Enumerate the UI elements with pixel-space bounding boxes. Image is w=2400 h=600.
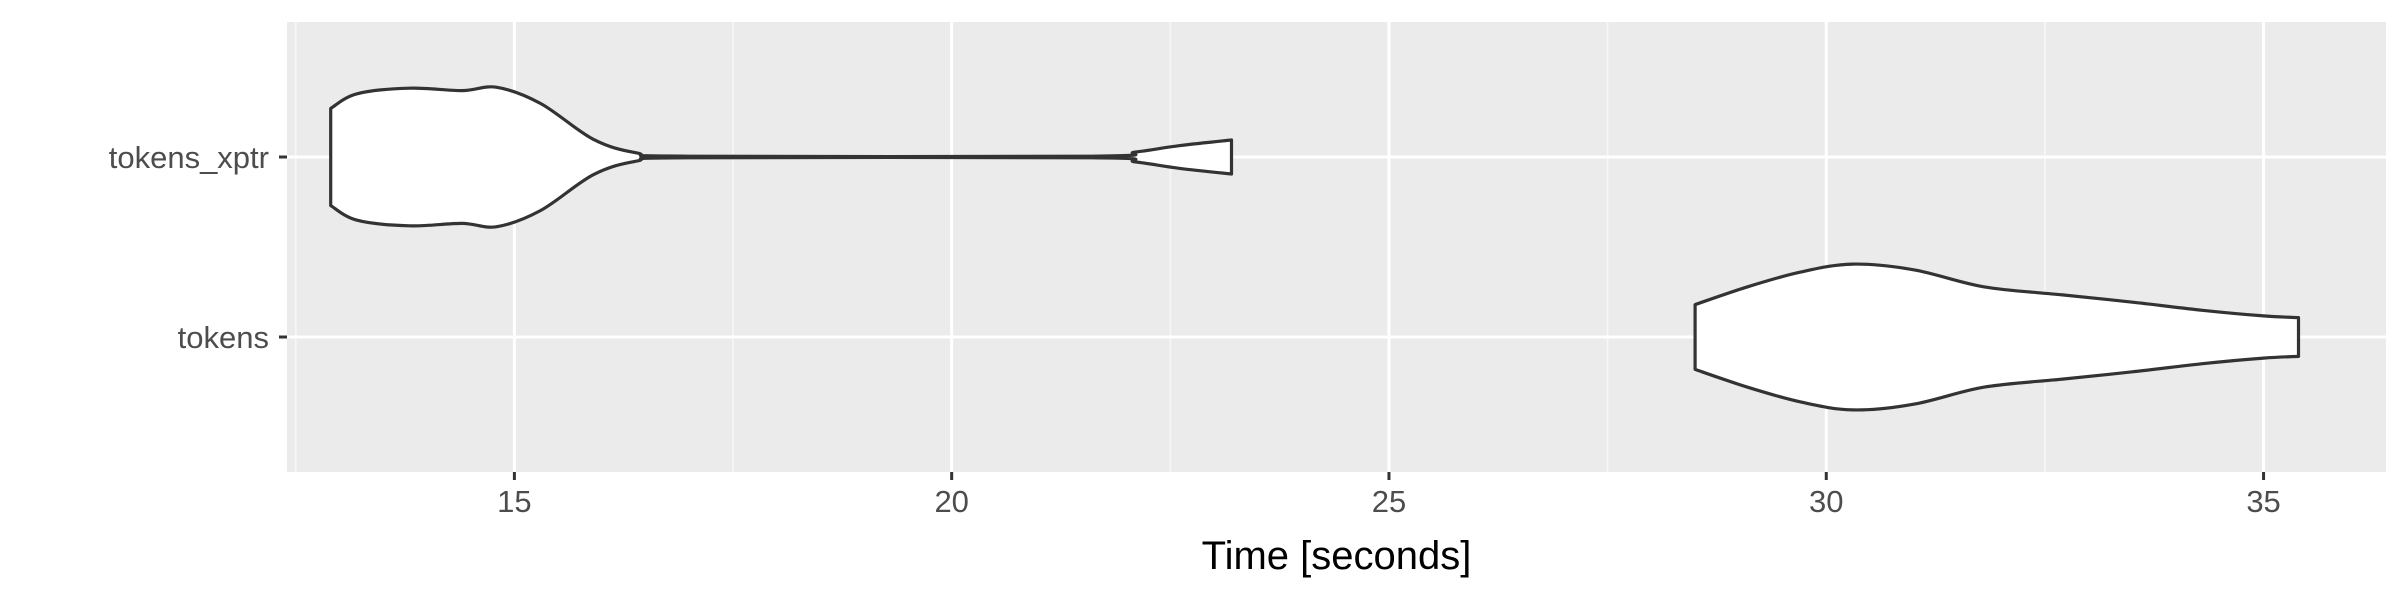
x-axis-title: Time [seconds]: [1202, 534, 1472, 578]
x-tick-label: 20: [934, 484, 968, 519]
violin-tokens-xptr: [329, 85, 1234, 229]
violin-tokens: [1693, 262, 2301, 412]
y-tick-label: tokens: [178, 320, 269, 355]
violins: [329, 85, 2301, 412]
x-tick-label: 30: [1809, 484, 1843, 519]
x-axis: 15 20 25 30 35: [497, 472, 2281, 519]
x-tick-label: 15: [497, 484, 531, 519]
minor-gridlines: [294, 22, 2046, 472]
plot-panel: [287, 22, 2386, 472]
y-tick-label: tokens_xptr: [109, 140, 269, 175]
x-tick-label: 35: [2246, 484, 2280, 519]
x-tick-label: 25: [1372, 484, 1406, 519]
